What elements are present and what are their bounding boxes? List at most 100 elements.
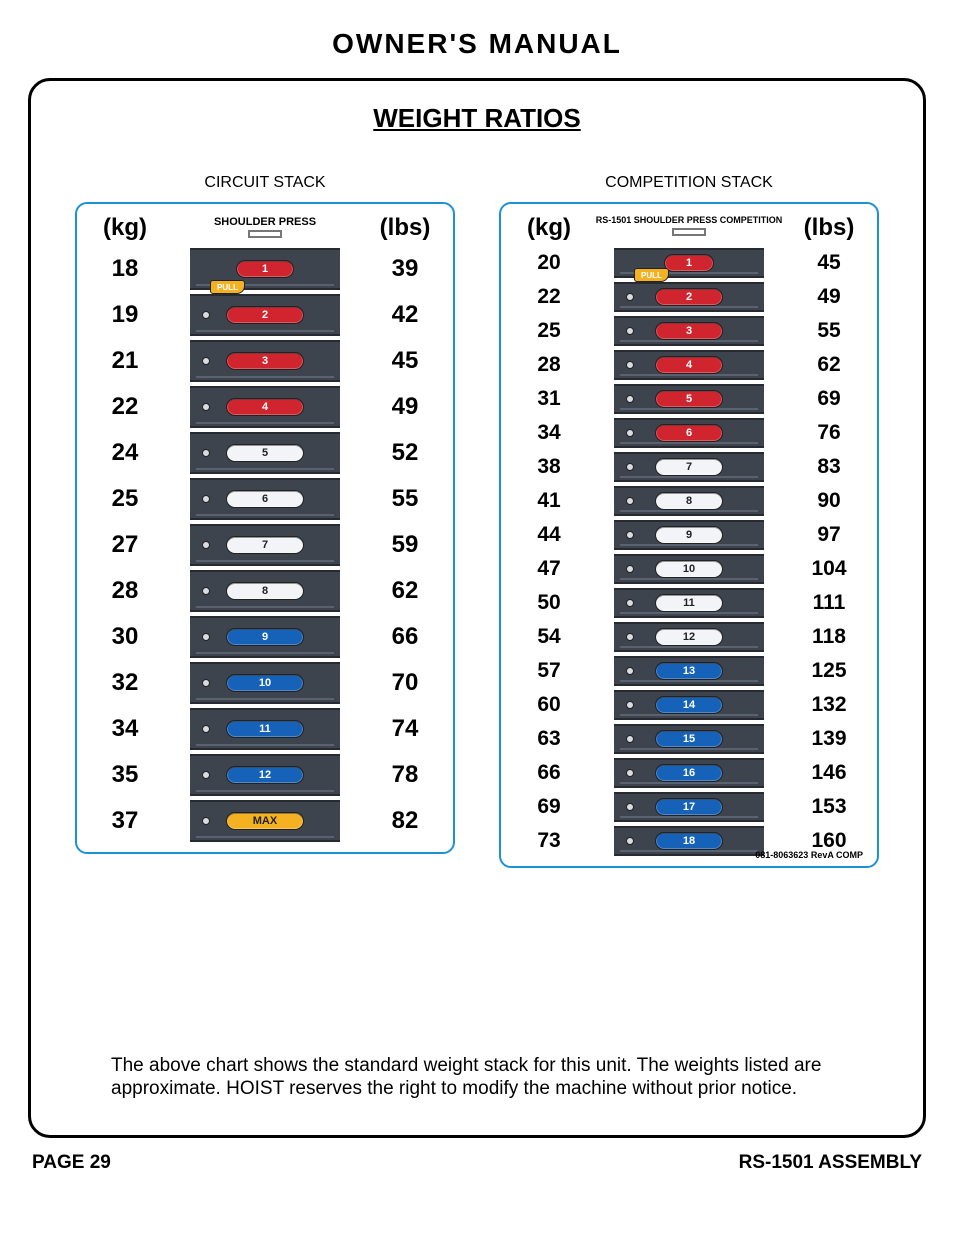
- competition-kg-value: 69: [509, 795, 589, 819]
- circuit-plate-wrap: 3: [165, 340, 365, 382]
- competition-row: 47 10 104: [509, 552, 869, 586]
- competition-kg-value: 28: [509, 353, 589, 377]
- pull-tag: PULL: [634, 268, 669, 282]
- stack-top-icon: [248, 230, 282, 238]
- circuit-kg-value: 35: [85, 761, 165, 789]
- circuit-plate-wrap: 12: [165, 754, 365, 796]
- competition-weight-pill: 16: [655, 764, 723, 782]
- competition-lbs-value: 153: [789, 795, 869, 819]
- competition-row: 41890: [509, 484, 869, 518]
- competition-plate: 13: [614, 656, 764, 686]
- competition-plate: 1PULL: [614, 248, 764, 278]
- circuit-plate: 5: [190, 432, 340, 474]
- competition-kg-value: 25: [509, 319, 589, 343]
- competition-weight-pill: 9: [655, 526, 723, 544]
- selector-hole-icon: [626, 565, 634, 573]
- circuit-row: 24552: [85, 430, 445, 476]
- competition-lbs-value: 118: [789, 625, 869, 649]
- circuit-lbs-header: (lbs): [365, 214, 445, 242]
- circuit-row: 25655: [85, 476, 445, 522]
- selector-hole-icon: [626, 531, 634, 539]
- selector-hole-icon: [202, 495, 210, 503]
- competition-machine-label-text: RS-1501 SHOULDER PRESS COMPETITION: [596, 215, 783, 225]
- circuit-plate: 7: [190, 524, 340, 566]
- circuit-lbs-value: 78: [365, 761, 445, 789]
- competition-plate: 5: [614, 384, 764, 414]
- circuit-plate: MAX: [190, 800, 340, 842]
- competition-stack-heading: COMPETITION STACK: [499, 174, 879, 192]
- content-frame: WEIGHT RATIOS CIRCUIT STACK (kg) SHOULDE…: [28, 78, 926, 1138]
- competition-lbs-value: 104: [789, 557, 869, 581]
- circuit-row: 341174: [85, 706, 445, 752]
- competition-plate: 10: [614, 554, 764, 584]
- competition-weight-pill: 17: [655, 798, 723, 816]
- circuit-weight-pill: 12: [226, 766, 304, 784]
- competition-kg-value: 38: [509, 455, 589, 479]
- competition-row: 201PULL45: [509, 246, 869, 280]
- circuit-plate-wrap: 6: [165, 478, 365, 520]
- selector-hole-icon: [202, 449, 210, 457]
- circuit-lbs-value: 42: [365, 301, 445, 329]
- circuit-plate: 10: [190, 662, 340, 704]
- circuit-kg-value: 37: [85, 807, 165, 835]
- competition-row: 6014132: [509, 688, 869, 722]
- circuit-header-row: (kg) SHOULDER PRESS (lbs): [85, 214, 445, 242]
- competition-plate-wrap: 8: [589, 486, 789, 516]
- competition-kg-value: 47: [509, 557, 589, 581]
- circuit-kg-value: 21: [85, 347, 165, 375]
- selector-hole-icon: [626, 667, 634, 675]
- competition-stack-panel: (kg) RS-1501 SHOULDER PRESS COMPETITION …: [499, 202, 879, 868]
- competition-plate-wrap: 16: [589, 758, 789, 788]
- competition-plate-wrap: 12: [589, 622, 789, 652]
- competition-plate-wrap: 9: [589, 520, 789, 550]
- circuit-weight-pill: 10: [226, 674, 304, 692]
- selector-hole-icon: [626, 735, 634, 743]
- selector-hole-icon: [202, 403, 210, 411]
- selector-hole-icon: [202, 679, 210, 687]
- circuit-row: 30966: [85, 614, 445, 660]
- competition-stack-column: COMPETITION STACK (kg) RS-1501 SHOULDER …: [499, 174, 879, 868]
- circuit-plate-wrap: 8: [165, 570, 365, 612]
- circuit-plate: 3: [190, 340, 340, 382]
- competition-lbs-header: (lbs): [789, 214, 869, 242]
- assembly-title: RS-1501 ASSEMBLY: [739, 1152, 922, 1174]
- selector-hole-icon: [202, 587, 210, 595]
- circuit-machine-label-text: SHOULDER PRESS: [214, 216, 316, 228]
- circuit-plate-wrap: 7: [165, 524, 365, 566]
- stacks-row: CIRCUIT STACK (kg) SHOULDER PRESS (lbs) …: [51, 174, 903, 868]
- selector-hole-icon: [626, 293, 634, 301]
- circuit-lbs-value: 66: [365, 623, 445, 651]
- competition-plate-wrap: 14: [589, 690, 789, 720]
- competition-plate: 16: [614, 758, 764, 788]
- competition-weight-pill: 5: [655, 390, 723, 408]
- circuit-plate: 1PULL: [190, 248, 340, 290]
- competition-weight-pill: 7: [655, 458, 723, 476]
- circuit-weight-pill: 11: [226, 720, 304, 738]
- competition-lbs-value: 45: [789, 251, 869, 275]
- competition-plate: 6: [614, 418, 764, 448]
- circuit-kg-value: 27: [85, 531, 165, 559]
- stack-top-icon: [672, 228, 706, 236]
- circuit-weight-pill: 9: [226, 628, 304, 646]
- circuit-lbs-value: 82: [365, 807, 445, 835]
- selector-hole-icon: [626, 599, 634, 607]
- circuit-plate: 9: [190, 616, 340, 658]
- competition-kg-value: 50: [509, 591, 589, 615]
- selector-hole-icon: [202, 771, 210, 779]
- circuit-weight-pill: 7: [226, 536, 304, 554]
- section-title: WEIGHT RATIOS: [51, 103, 903, 134]
- competition-plate: 17: [614, 792, 764, 822]
- page-number: PAGE 29: [32, 1152, 111, 1174]
- pull-tag: PULL: [210, 280, 245, 294]
- competition-row: 25355: [509, 314, 869, 348]
- competition-weight-pill: 18: [655, 832, 723, 850]
- selector-hole-icon: [626, 837, 634, 845]
- caption-text: The above chart shows the standard weigh…: [111, 1054, 883, 1102]
- competition-weight-pill: 4: [655, 356, 723, 374]
- circuit-row: 19242: [85, 292, 445, 338]
- competition-kg-value: 41: [509, 489, 589, 513]
- competition-lbs-value: 83: [789, 455, 869, 479]
- competition-kg-value: 54: [509, 625, 589, 649]
- competition-kg-value: 44: [509, 523, 589, 547]
- circuit-plate: 2: [190, 294, 340, 336]
